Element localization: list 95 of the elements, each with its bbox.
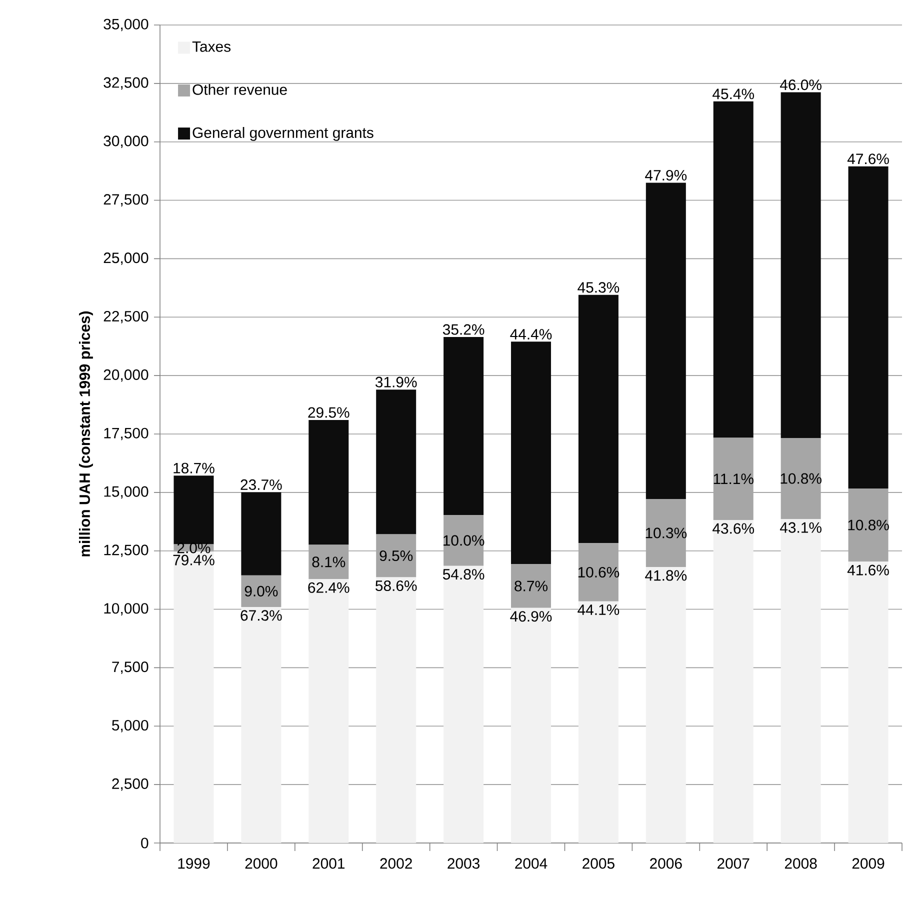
annotation: 47.9%	[645, 170, 687, 181]
y-tick-label: 2,500	[112, 778, 148, 791]
annotation: 9.0%	[244, 586, 278, 596]
bar	[308, 544, 349, 580]
bar	[780, 519, 821, 843]
annotation: 18.7%	[174, 462, 214, 474]
annotation: 41.6%	[847, 564, 889, 576]
annotation: 41.8%	[645, 570, 687, 581]
bar	[646, 498, 686, 567]
x-tick-label: 2000	[245, 858, 278, 869]
legend-label: Taxes	[192, 41, 231, 52]
bar	[511, 608, 552, 843]
y-axis-title: million UAH (constant 1999 prices)	[79, 311, 93, 556]
bar	[848, 488, 888, 562]
bar	[848, 562, 888, 843]
bar	[444, 515, 484, 566]
bar	[241, 575, 282, 607]
bar	[646, 566, 686, 843]
x-tick-label: 2002	[380, 858, 412, 869]
annotation: 44.4%	[510, 329, 552, 340]
y-tick-label: 35,000	[104, 18, 148, 32]
y-tick-label: 12,500	[104, 544, 148, 558]
annotation: 2.0%	[177, 542, 210, 554]
bar	[174, 476, 214, 544]
bar	[578, 294, 618, 544]
annotation: 8.7%	[514, 580, 548, 592]
bar	[511, 564, 552, 608]
annotation: 47.6%	[847, 154, 889, 164]
annotation: 10.8%	[848, 520, 889, 530]
annotation: 79.4%	[173, 554, 214, 566]
annotation: 46.0%	[780, 80, 822, 90]
x-tick-label: 1999	[178, 858, 210, 869]
x-tick-label: 2005	[582, 858, 614, 869]
bar	[578, 543, 618, 602]
legend-label: Other revenue	[192, 84, 287, 95]
bar	[308, 579, 349, 843]
bar	[713, 520, 754, 843]
legend-label: General government grants	[192, 127, 374, 141]
bar	[646, 182, 686, 499]
annotation: 35.2%	[442, 324, 484, 335]
annotation: 31.9%	[375, 376, 417, 388]
x-tick-label: 2009	[852, 858, 884, 869]
x-tick-label: 2008	[784, 858, 817, 869]
y-tick-label: 22,500	[104, 310, 148, 324]
annotation: 54.8%	[442, 569, 484, 580]
x-tick-label: 2001	[312, 858, 345, 869]
annotation: 45.3%	[578, 282, 620, 293]
annotation: 58.6%	[376, 580, 417, 592]
annotation: 10.8%	[780, 473, 822, 484]
y-tick-label: 20,000	[104, 369, 148, 382]
bar	[444, 566, 484, 843]
bar	[376, 390, 416, 534]
annotation: 9.5%	[380, 550, 413, 562]
annotation: 43.1%	[780, 522, 822, 533]
x-tick-label: 2007	[718, 858, 750, 869]
bar	[376, 577, 416, 843]
bar	[511, 342, 552, 564]
annotation: 10.3%	[646, 528, 687, 538]
annotation: 46.9%	[510, 611, 552, 622]
bar	[578, 601, 618, 843]
y-tick-label: 5,000	[112, 720, 148, 732]
annotation: 45.4%	[712, 88, 754, 100]
annotation: 10.6%	[578, 566, 620, 578]
annotation: 23.7%	[240, 479, 282, 490]
y-tick-label: 17,500	[104, 428, 148, 440]
y-tick-label: 10,000	[104, 603, 148, 616]
x-tick-label: 2003	[448, 858, 480, 869]
bar	[241, 606, 282, 843]
annotation: 43.6%	[712, 523, 754, 534]
bar	[713, 101, 754, 438]
x-tick-label: 2006	[650, 858, 682, 869]
annotation: 10.0%	[444, 535, 484, 546]
y-tick-label: 30,000	[104, 136, 148, 148]
y-tick-label: 0	[141, 838, 148, 848]
bar	[308, 420, 349, 545]
bar	[780, 438, 821, 520]
bar	[780, 92, 821, 438]
y-tick-label: 15,000	[104, 486, 148, 499]
bar	[848, 166, 888, 488]
annotation: 67.3%	[240, 610, 282, 621]
bar	[174, 552, 214, 843]
y-tick-label: 25,000	[104, 252, 148, 265]
annotation: 29.5%	[308, 407, 350, 418]
y-tick-label: 7,500	[112, 662, 148, 674]
annotation: 8.1%	[312, 556, 346, 568]
bar	[241, 492, 282, 576]
annotation: 11.1%	[714, 474, 754, 484]
x-tick-label: 2004	[515, 858, 548, 869]
y-tick-label: 32,500	[104, 77, 148, 90]
y-tick-label: 27,500	[104, 194, 148, 206]
bar	[713, 438, 754, 520]
bar	[376, 534, 416, 578]
annotation: 62.4%	[308, 582, 350, 593]
bar	[444, 337, 484, 516]
annotation: 44.1%	[578, 604, 620, 615]
